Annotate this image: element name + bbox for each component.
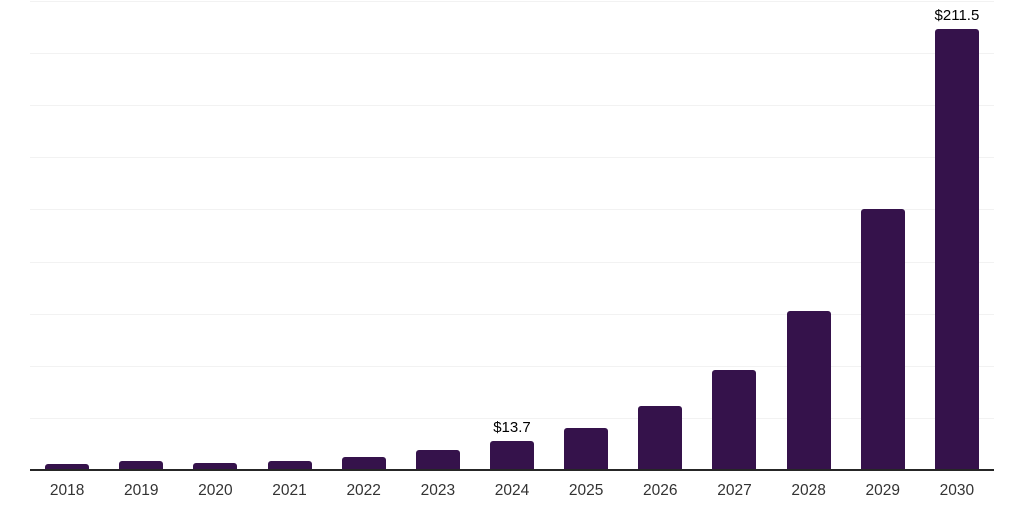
x-axis-label-2028: 2028 bbox=[791, 482, 826, 499]
x-axis-label-2022: 2022 bbox=[346, 482, 381, 499]
bar-slot-2020 bbox=[178, 1, 252, 470]
gridline bbox=[30, 209, 994, 211]
bar-slot-2026 bbox=[623, 1, 697, 470]
bar-2018[interactable] bbox=[45, 464, 90, 470]
bar-2020[interactable] bbox=[193, 462, 238, 470]
bar-slot-2023 bbox=[401, 1, 475, 470]
gridline bbox=[30, 105, 994, 107]
bar-slot-2022 bbox=[327, 1, 401, 470]
gridline bbox=[30, 157, 994, 159]
bar-slot-2025 bbox=[549, 1, 623, 470]
gridline bbox=[30, 53, 994, 55]
bar-2028[interactable] bbox=[786, 311, 831, 470]
gridline bbox=[30, 365, 994, 367]
x-axis-label-2021: 2021 bbox=[272, 482, 307, 499]
gridline bbox=[30, 313, 994, 315]
bar-2029[interactable] bbox=[860, 209, 905, 470]
plot-area: $13.7 $211.5 bbox=[30, 1, 994, 471]
bar-2023[interactable] bbox=[415, 449, 460, 470]
x-axis-label-2027: 2027 bbox=[717, 482, 752, 499]
bar-slot-2028 bbox=[772, 1, 846, 470]
bar-slot-2029 bbox=[846, 1, 920, 470]
x-axis-label-2023: 2023 bbox=[420, 482, 456, 499]
bar-slot-2030 bbox=[920, 1, 994, 470]
bar-slot-2018 bbox=[30, 1, 104, 470]
bar-2021[interactable] bbox=[267, 460, 312, 470]
x-axis-label-2026: 2026 bbox=[643, 482, 678, 499]
x-axis-label-2025: 2025 bbox=[568, 482, 604, 499]
x-axis-label-2030: 2030 bbox=[939, 482, 975, 499]
bar-2022[interactable] bbox=[341, 456, 386, 470]
bar-slot-2021 bbox=[252, 1, 326, 470]
data-label-2024: $13.7 bbox=[493, 419, 531, 437]
bar-2030[interactable] bbox=[934, 29, 979, 470]
gridline bbox=[30, 1, 994, 2]
x-axis-label-2029: 2029 bbox=[865, 482, 900, 499]
bar-2025[interactable] bbox=[564, 428, 609, 470]
x-axis-label-2018: 2018 bbox=[49, 482, 85, 499]
x-axis-label-2024: 2024 bbox=[494, 482, 530, 499]
bar-2027[interactable] bbox=[712, 369, 757, 470]
x-axis-line bbox=[30, 469, 994, 471]
gridline bbox=[30, 417, 994, 419]
bar-slot-2024 bbox=[475, 1, 549, 470]
bar-2026[interactable] bbox=[638, 406, 683, 470]
bar-slot-2027 bbox=[697, 1, 771, 470]
x-axis-label-2019: 2019 bbox=[123, 482, 159, 499]
bar-slot-2019 bbox=[104, 1, 178, 470]
bar-2019[interactable] bbox=[119, 461, 164, 470]
x-axis-labels: 2018 2019 2020 2021 2022 2023 2024 2025 2026 2027… bbox=[30, 482, 994, 508]
bar-2024[interactable] bbox=[489, 441, 534, 470]
x-axis-label-2020: 2020 bbox=[198, 482, 233, 499]
data-label-2030: $211.5 bbox=[934, 7, 980, 25]
gridline bbox=[30, 261, 994, 263]
